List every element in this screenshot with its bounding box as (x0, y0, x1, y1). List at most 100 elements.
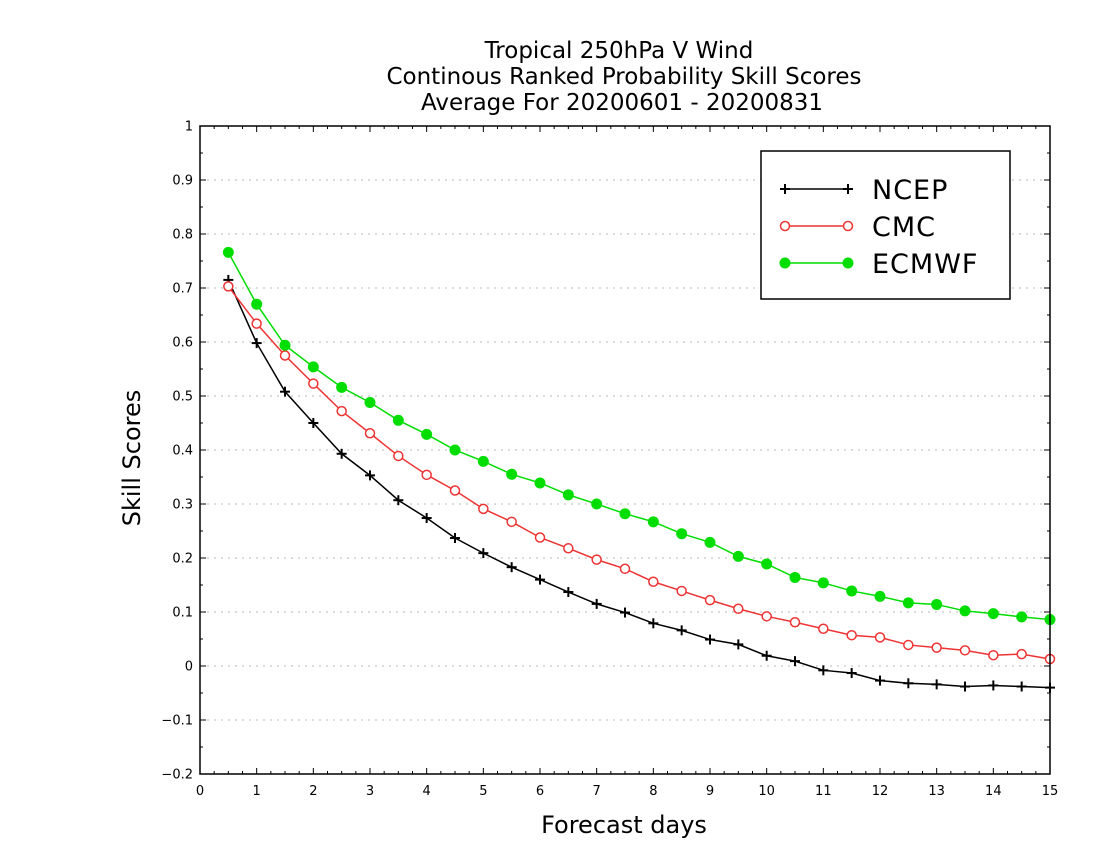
data-point-ncep (336, 448, 347, 459)
data-point-cmc (1016, 648, 1027, 660)
data-point-ecmwf (676, 528, 688, 540)
x-tick-label: 8 (649, 784, 657, 799)
x-tick-label: 7 (593, 784, 601, 799)
data-point-ecmwf (336, 381, 348, 393)
chart-title-line-3: Average For 20200601 - 20200831 (421, 90, 823, 116)
data-point-ecmwf (846, 585, 858, 597)
data-point-cmc (449, 485, 461, 496)
data-point-ecmwf (1016, 611, 1028, 623)
x-tick-label: 2 (309, 784, 317, 799)
data-point-ecmwf (647, 516, 659, 528)
data-point-ecmwf (591, 498, 603, 510)
data-point-ncep (676, 625, 687, 636)
data-point-ncep (535, 574, 545, 585)
data-point-ncep (705, 634, 715, 645)
data-point-cmc (478, 503, 489, 515)
data-point-ecmwf (222, 246, 234, 258)
legend-marker-ecmwf (842, 257, 854, 269)
chart-title-line-2: Continous Ranked Probability Skill Score… (386, 64, 861, 90)
data-point-ecmwf (987, 608, 999, 620)
x-tick-label: 15 (1042, 784, 1059, 799)
data-point-cmc (223, 281, 234, 292)
y-tick-label: 0.4 (172, 444, 193, 459)
legend-marker-ncep (780, 184, 790, 194)
data-point-cmc (818, 623, 829, 634)
data-point-cmc (279, 350, 291, 361)
y-tick-label: 0 (185, 660, 193, 675)
data-point-ncep (648, 618, 659, 629)
data-point-ecmwf (562, 489, 574, 501)
x-tick-label: 6 (536, 784, 544, 799)
y-tick-label: 0.8 (172, 228, 193, 243)
series-line-cmc (227, 285, 1051, 660)
axis-ticks: −0.2 −0.1 0 0.1 0.2 0.3 0.4 0.5 0.6 0.7 0.8 0.9 10 1 2… (161, 120, 1058, 800)
legend-box (760, 150, 1011, 300)
data-point-ncep (251, 338, 262, 349)
data-point-cmc (251, 318, 262, 329)
y-tick-label: 0.5 (172, 390, 193, 405)
y-tick-label: 0.6 (172, 336, 193, 351)
y-tick-label: −0.1 (161, 714, 193, 729)
x-tick-label: 4 (423, 784, 431, 799)
plot-series (222, 246, 1056, 693)
data-point-ncep (846, 668, 857, 679)
x-tick-label: 14 (985, 784, 1002, 799)
x-tick-label: 0 (196, 784, 204, 799)
data-point-ncep (620, 607, 630, 618)
data-point-ncep (818, 665, 829, 676)
data-point-cmc (733, 603, 744, 615)
data-point-cmc (676, 585, 687, 597)
data-point-cmc (988, 649, 999, 661)
legend-label-cmc: CMC (872, 212, 936, 243)
data-point-ncep (563, 587, 574, 598)
x-tick-label: 3 (366, 784, 374, 799)
x-tick-label: 9 (706, 784, 714, 799)
data-point-ncep (478, 548, 489, 559)
data-point-ecmwf (902, 597, 914, 609)
y-tick-label: 0.1 (172, 606, 193, 621)
data-point-cmc (846, 629, 857, 641)
data-point-cmc (336, 405, 347, 417)
data-point-cmc (534, 532, 546, 543)
data-point-cmc (506, 516, 517, 528)
data-point-ncep (393, 495, 404, 506)
y-tick-label: 0.3 (172, 498, 193, 513)
data-point-cmc (619, 563, 631, 575)
data-point-ecmwf (279, 339, 291, 351)
series-ecmwf (222, 246, 1056, 626)
x-tick-label: 13 (928, 784, 945, 799)
data-point-cmc (563, 543, 574, 554)
data-point-ncep (733, 639, 744, 650)
data-point-ecmwf (959, 605, 971, 617)
legend-label-ncep: NCEP (872, 175, 948, 206)
legend: NCEP CMC ECMWF (760, 150, 1011, 300)
data-point-ncep (591, 598, 602, 609)
y-axis-title: Skill Scores (118, 390, 146, 527)
data-point-cmc (789, 617, 801, 628)
legend-marker-ecmwf (779, 257, 791, 269)
y-tick-label: 0.2 (172, 552, 193, 567)
chart-title-line-1: Tropical 250hPa V Wind (484, 38, 754, 64)
x-tick-label: 1 (253, 784, 261, 799)
data-point-ecmwf (506, 468, 518, 480)
data-point-ncep (903, 678, 914, 689)
data-point-cmc (421, 469, 432, 481)
data-point-ncep (1016, 681, 1027, 692)
legend-marker-ncep (843, 184, 853, 194)
legend-marker-cmc (779, 220, 791, 232)
data-point-ecmwf (534, 477, 546, 489)
data-point-ecmwf (817, 577, 829, 589)
x-tick-label: 5 (479, 784, 487, 799)
legend-label-ecmwf: ECMWF (872, 249, 978, 280)
data-point-ncep (790, 656, 800, 667)
y-tick-label: 0.7 (172, 282, 193, 297)
data-point-cmc (393, 450, 404, 462)
data-point-ncep (988, 680, 999, 691)
data-point-ecmwf (704, 536, 716, 548)
x-tick-label: 10 (758, 784, 775, 799)
data-point-ecmwf (421, 428, 433, 440)
y-tick-label: 0.9 (172, 174, 193, 189)
series-ncep (223, 274, 1055, 693)
y-tick-label: −0.2 (161, 768, 193, 783)
data-point-cmc (704, 594, 716, 606)
